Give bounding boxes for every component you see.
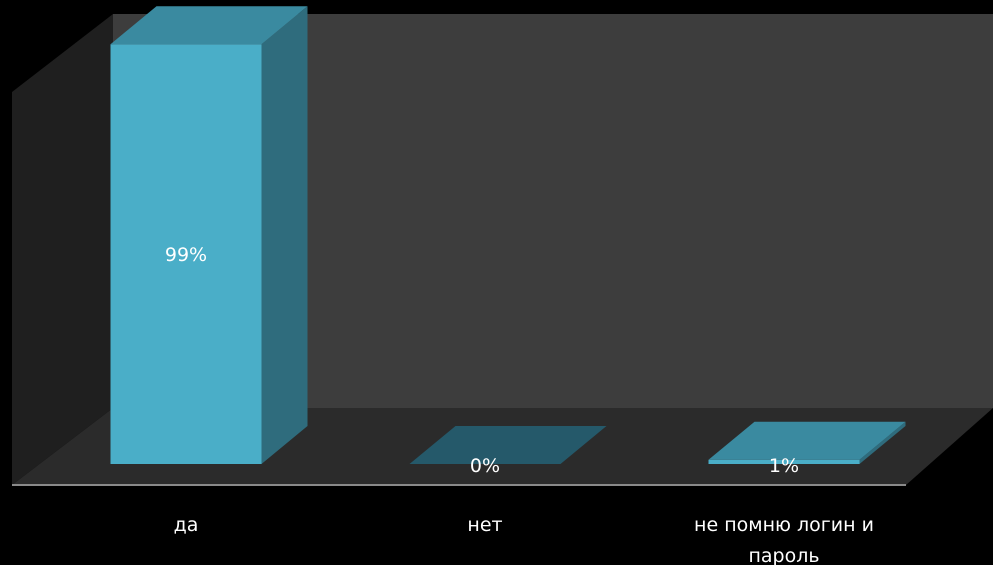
category-label-3-line-2: пароль bbox=[748, 545, 819, 565]
bar-side-face bbox=[859, 421, 906, 464]
bar-3 bbox=[708, 421, 906, 464]
data-labels-group: 99% 0% 1% bbox=[165, 244, 799, 477]
bar-side-face bbox=[261, 6, 308, 465]
bars-group bbox=[110, 6, 906, 465]
side-wall bbox=[12, 14, 113, 485]
data-label-2: 0% bbox=[470, 455, 500, 477]
bar-front-face bbox=[708, 459, 860, 464]
category-label-3-line-1: не помню логин и bbox=[694, 514, 874, 536]
bar-top-face bbox=[110, 6, 308, 45]
back-wall bbox=[113, 14, 993, 408]
category-label-1: да bbox=[174, 514, 199, 536]
bar-top-face bbox=[708, 421, 906, 460]
bar-front-face bbox=[110, 44, 262, 465]
chart-walls bbox=[12, 14, 993, 486]
category-labels-group: да нет не помню логин и пароль bbox=[174, 514, 874, 565]
data-label-3: 1% bbox=[769, 455, 799, 477]
data-label-1: 99% bbox=[165, 244, 207, 266]
bar-1 bbox=[110, 6, 308, 465]
bar-2 bbox=[409, 426, 607, 464]
category-label-2: нет bbox=[467, 514, 502, 536]
bar-top-face bbox=[409, 426, 607, 464]
